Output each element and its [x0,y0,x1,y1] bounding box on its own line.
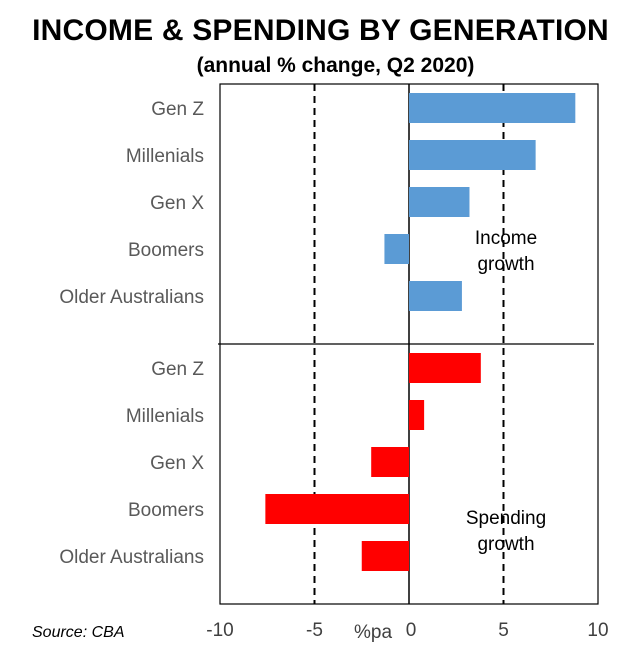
bar-spending-3 [265,494,409,524]
bar-income-2 [409,187,470,217]
chart-title: INCOME & SPENDING BY GENERATION [32,14,609,47]
category-label: Older Australians [59,547,204,568]
x-tick-label: -10 [206,620,233,641]
panel-annotation: growth [477,534,534,555]
category-label: Boomers [128,240,204,261]
x-axis-label: %pa [354,622,392,643]
category-label: Older Australians [59,287,204,308]
bar-income-1 [409,140,536,170]
category-label: Gen Z [151,359,204,380]
bar-spending-1 [409,400,425,430]
bar-income-0 [409,93,576,123]
category-label: Millenials [126,406,204,427]
panel-annotation: Income [475,228,537,249]
bar-spending-4 [361,541,409,571]
bar-income-3 [384,234,409,264]
x-tick-label: 10 [587,620,608,641]
category-label: Gen X [150,453,204,474]
x-tick-label: -5 [306,620,323,641]
panel-annotation: Spending [466,508,546,529]
bar-income-4 [409,281,462,311]
bar-spending-0 [409,353,481,383]
category-label: Gen X [150,193,204,214]
category-label: Gen Z [151,99,204,120]
category-label: Millenials [126,146,204,167]
x-tick-label: 5 [498,620,509,641]
source-note: Source: CBA [32,624,124,641]
x-tick-label: 0 [406,620,417,641]
bar-spending-2 [371,447,409,477]
category-label: Boomers [128,500,204,521]
chart-subtitle: (annual % change, Q2 2020) [196,54,475,77]
panel-annotation: growth [477,254,534,275]
